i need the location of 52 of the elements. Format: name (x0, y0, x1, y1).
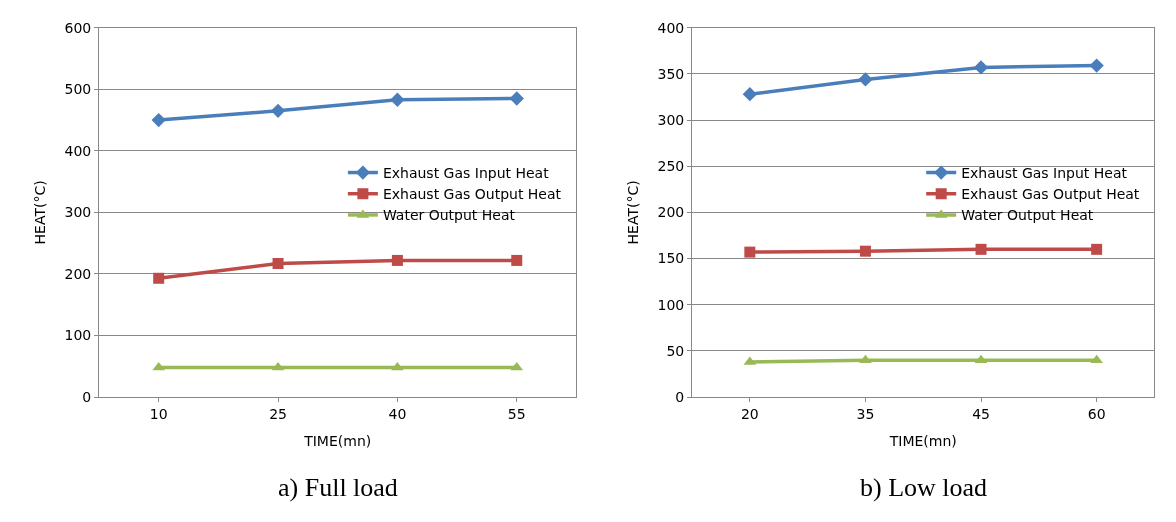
text: b) Low load (860, 473, 988, 502)
y-tick-label: 200 (657, 204, 685, 221)
point (511, 254, 523, 266)
point (272, 257, 284, 269)
legend-label: Exhaust Gas Input Heat (961, 164, 1128, 181)
legend-label: Exhaust Gas Output Heat (382, 186, 562, 203)
point (151, 112, 166, 128)
y-tick-label: 300 (64, 204, 92, 221)
y-tick-label: 400 (657, 19, 685, 36)
text: a) Full load (278, 473, 398, 502)
legend-label: Exhaust Gas Input Heat (382, 164, 550, 181)
x-tick-label: 45 (972, 405, 990, 422)
point (859, 245, 871, 257)
point (744, 246, 756, 258)
y-tick-label: 350 (657, 65, 685, 82)
legend-label: Exhaust Gas Output Heat (961, 186, 1140, 203)
x-tick-label: 25 (269, 405, 287, 422)
y-tick-label: 50 (666, 342, 685, 359)
point (975, 243, 987, 255)
point (270, 103, 286, 118)
point (390, 92, 405, 107)
x-tick-label: 20 (740, 405, 759, 422)
y-tick-label: 150 (657, 250, 685, 267)
y-tick-label: 100 (64, 327, 92, 344)
legend-label: Water Output Heat (382, 207, 516, 224)
y-tick-label: 500 (64, 81, 92, 98)
legend-label: Water Output Heat (961, 207, 1094, 224)
x-axis-title: TIME(mn) (303, 433, 372, 450)
x-tick-label: 55 (507, 405, 526, 422)
point (1091, 243, 1103, 255)
x-tick-label: 35 (856, 405, 875, 422)
y-tick-label: 200 (64, 265, 92, 282)
point (153, 272, 165, 284)
point (509, 91, 524, 106)
y-tick-label: 400 (64, 142, 92, 159)
y-axis-title: HEAT(°C) (625, 180, 642, 245)
y-tick-label: 0 (82, 388, 92, 405)
point (858, 72, 873, 87)
point (973, 60, 989, 75)
x-tick-label: 60 (1087, 405, 1106, 422)
x-axis-title: TIME(mn) (888, 433, 957, 450)
y-tick-label: 0 (675, 388, 685, 405)
point (1089, 58, 1104, 73)
y-tick-label: 300 (657, 111, 685, 128)
y-tick-label: 600 (64, 19, 92, 36)
y-axis-title: HEAT(°C) (32, 180, 49, 245)
point (391, 254, 403, 266)
x-tick-label: 10 (149, 405, 168, 422)
y-tick-label: 250 (657, 158, 685, 175)
x-tick-label: 40 (388, 405, 407, 422)
point (742, 87, 757, 102)
y-tick-label: 100 (657, 296, 685, 313)
